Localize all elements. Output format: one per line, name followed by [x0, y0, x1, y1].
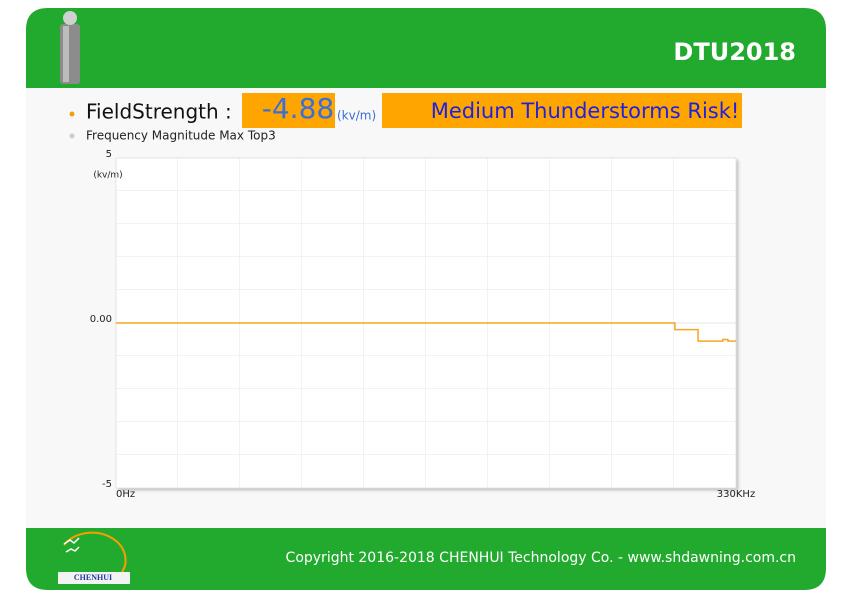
data-line [116, 322, 736, 342]
field-value: -4.88 [262, 92, 334, 125]
y-tick-label: -5 [102, 479, 112, 490]
header-title: DTU2018 [673, 38, 796, 66]
logo-text: CHENHUI [74, 573, 112, 582]
x-tick-label: 0Hz [116, 489, 135, 500]
field-unit: (kv/m) [337, 109, 376, 123]
value-box [242, 93, 335, 128]
x-tick-label: 330KHz [717, 489, 755, 500]
logo [58, 531, 130, 584]
chart-label: Frequency Magnitude Max Top3 [86, 129, 276, 143]
y-tick-label: 0.00 [90, 314, 112, 325]
bullet [69, 133, 75, 139]
field-label: FieldStrength : [86, 100, 232, 124]
device-icon [60, 11, 80, 84]
footer-bar [26, 528, 826, 590]
chart: -5 0.00 5 0Hz 330KHz [90, 149, 755, 500]
risk-text: Medium Thunderstorms Risk! [431, 99, 740, 123]
copyright: Copyright 2016-2018 CHENHUI Technology C… [286, 550, 796, 566]
bullet [69, 111, 75, 117]
header-bar [26, 8, 826, 88]
y-tick-label: 5 [106, 149, 112, 160]
y-axis-unit: (kv/m) [93, 171, 122, 181]
risk-box [382, 93, 742, 128]
